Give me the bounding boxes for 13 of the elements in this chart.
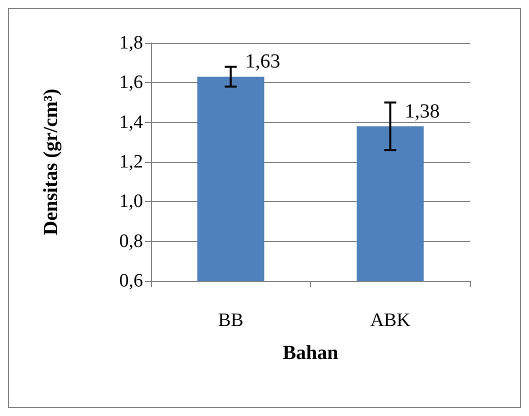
y-tick-label: 0,6 (119, 270, 143, 292)
y-tick-label: 1,6 (119, 72, 143, 94)
data-label: 1,63 (245, 50, 280, 73)
y-tick-label: 1,4 (119, 112, 144, 133)
x-tick-label: ABK (370, 310, 411, 331)
y-axis-title: Densitas (gr/cm³) (40, 88, 62, 236)
x-tick-label: BB (218, 310, 244, 331)
y-tick-label: 1,2 (119, 152, 143, 172)
x-axis-title: Bahan (282, 342, 338, 364)
data-label: 1,38 (404, 100, 440, 122)
y-tick-label: 1,8 (119, 32, 143, 54)
y-tick-label: 1,0 (119, 191, 143, 212)
y-tick-label: 0,8 (119, 230, 143, 252)
